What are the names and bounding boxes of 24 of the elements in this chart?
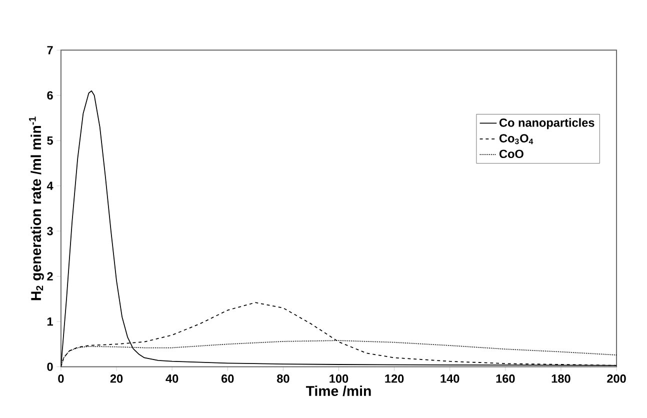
y-tick-label: 6 xyxy=(47,91,53,100)
x-axis-title: Time /min xyxy=(306,386,371,396)
x-tick-label: 180 xyxy=(552,374,570,383)
y-tick-label: 5 xyxy=(47,136,53,145)
y-axis-title: H$_{2}$ generation rate /ml min$^{-1}$ xyxy=(29,116,44,300)
x-tick-label: 0 xyxy=(58,374,64,383)
y-tick-label: 2 xyxy=(47,272,53,280)
x-tick-label: 40 xyxy=(166,374,178,383)
x-tick-label: 160 xyxy=(496,374,515,383)
y-tick-label: 0 xyxy=(47,362,53,371)
y-tick-label: 7 xyxy=(47,46,53,54)
x-tick-label: 80 xyxy=(276,374,290,383)
x-tick-label: 140 xyxy=(440,374,460,383)
x-tick-label: 200 xyxy=(607,374,626,383)
legend-label: Co nanoparticles xyxy=(499,118,594,130)
y-tick-label: 1 xyxy=(47,318,53,326)
legend-label: CoO xyxy=(499,150,524,158)
legend-label: Co$_{3}$O$_{4}$ xyxy=(499,134,534,144)
y-tick-label: 4 xyxy=(46,182,54,190)
x-tick-label: 100 xyxy=(330,374,348,383)
x-tick-label: 20 xyxy=(110,374,123,383)
y-tick-label: 3 xyxy=(47,226,53,236)
x-tick-label: 60 xyxy=(222,374,234,383)
x-tick-label: 120 xyxy=(385,374,404,383)
